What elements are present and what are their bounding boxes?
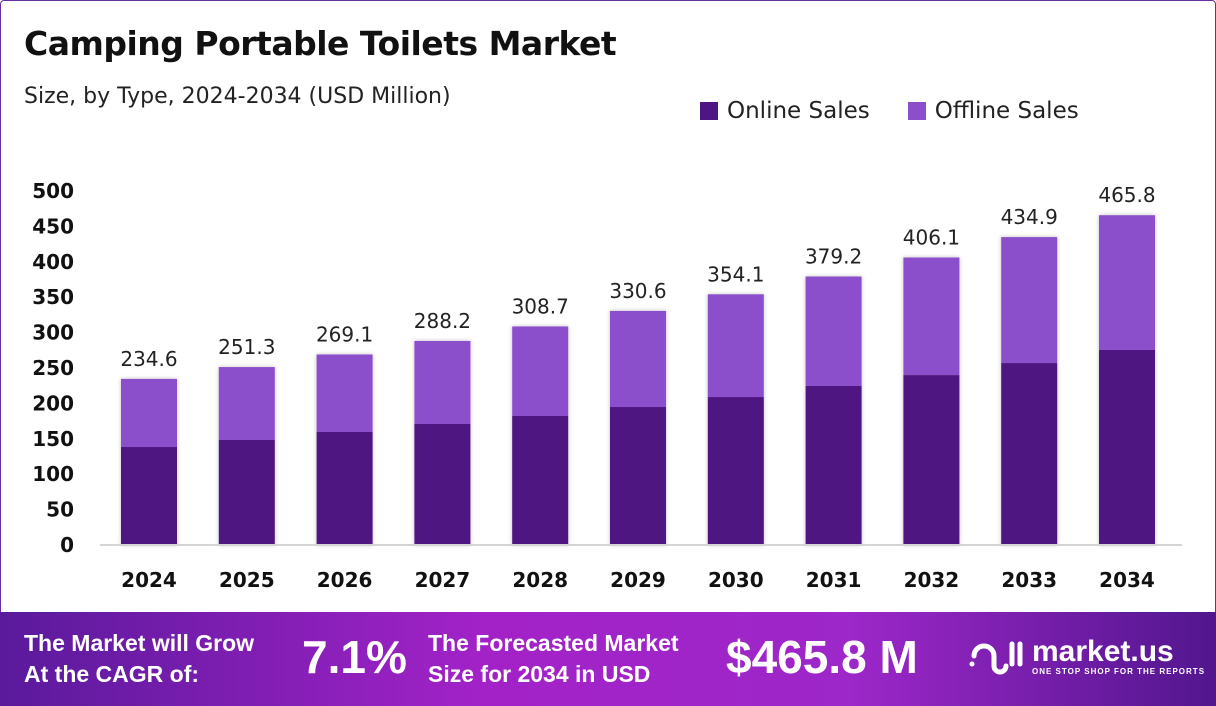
bar-group-2028 <box>512 326 569 545</box>
total-label: 234.6 <box>120 347 177 371</box>
total-label: 330.6 <box>609 279 666 303</box>
bar-offline-2029 <box>610 310 666 408</box>
bar-group-2027 <box>414 340 471 545</box>
y-tick-label: 400 <box>32 250 74 274</box>
bar-offline-2026 <box>316 354 373 433</box>
bar-chart: 0 50 100 150 200 250 300 350 400 450 500 234.6 251.… <box>32 179 1182 592</box>
logo-icon <box>969 641 1023 675</box>
x-tick-label: 2024 <box>121 568 177 592</box>
total-label: 379.2 <box>805 245 862 269</box>
legend-item-online: Online Sales <box>700 98 870 124</box>
chart-subtitle: Size, by Type, 2024-2034 (USD Million) <box>24 84 451 109</box>
forecast-label-line-2: Size for 2034 in USD <box>428 661 651 687</box>
bar-online-2034 <box>1099 350 1155 545</box>
bar-group-2033 <box>1001 237 1058 545</box>
bar-group-2034 <box>1099 215 1155 545</box>
legend-swatch-offline <box>907 102 926 120</box>
cagr-value: 7.1% <box>302 631 407 683</box>
forecast-label-line-1: The Forecasted Market <box>428 630 679 656</box>
bar-offline-2027 <box>414 340 471 425</box>
x-tick-label: 2028 <box>512 568 568 592</box>
forecast-label: The Forecasted Market Size for 2034 in U… <box>428 628 679 690</box>
market-us-logo: market.us ONE STOP SHOP FOR THE REPORTS <box>968 634 1205 678</box>
bar-offline-2024 <box>121 378 177 448</box>
x-tick-label: 2033 <box>1001 568 1057 592</box>
x-tick-label: 2030 <box>708 568 764 592</box>
bar-group-2029 <box>610 310 666 545</box>
bar-online-2030 <box>707 397 764 545</box>
bar-offline-2034 <box>1099 215 1155 351</box>
legend-swatch-online <box>700 102 718 120</box>
y-tick-label: 200 <box>32 391 74 415</box>
bar-offline-2025 <box>218 367 275 441</box>
total-label: 354.1 <box>707 262 764 286</box>
y-tick-label: 100 <box>32 462 74 486</box>
y-tick-label: 0 <box>60 533 74 557</box>
cagr-label: The Market will Grow At the CAGR of: <box>24 628 254 690</box>
chart-title: Camping Portable Toilets Market <box>24 24 617 63</box>
bar-group-2025 <box>218 367 275 545</box>
cagr-label-line-2: At the CAGR of: <box>24 661 200 687</box>
y-tick-label: 500 <box>32 179 74 203</box>
bar-online-2024 <box>121 447 177 545</box>
bar-online-2032 <box>903 375 960 545</box>
bar-group-2026 <box>316 354 373 545</box>
y-tick-label: 300 <box>32 321 74 345</box>
logo-tagline: ONE STOP SHOP FOR THE REPORTS <box>1032 666 1206 676</box>
bar-group-2031 <box>805 276 862 545</box>
x-tick-label: 2034 <box>1099 568 1155 592</box>
y-tick-label: 150 <box>32 427 74 451</box>
bar-group-2032 <box>903 257 960 545</box>
bar-offline-2033 <box>1001 237 1058 364</box>
legend-label: Online Sales <box>727 98 870 124</box>
bar-online-2031 <box>805 385 862 545</box>
total-label: 251.3 <box>218 335 275 359</box>
legend-label: Offline Sales <box>934 98 1079 124</box>
bar-offline-2028 <box>512 326 569 417</box>
total-label: 465.8 <box>1098 183 1155 207</box>
logo-name: market.us <box>1032 634 1174 668</box>
bar-offline-2032 <box>903 257 960 376</box>
x-tick-label: 2032 <box>904 568 960 592</box>
total-label: 269.1 <box>316 322 373 346</box>
cagr-label-line-1: The Market will Grow <box>24 630 255 656</box>
bar-online-2033 <box>1001 363 1058 545</box>
bar-online-2025 <box>218 440 275 545</box>
bar-online-2027 <box>414 424 471 545</box>
total-label: 308.7 <box>512 294 569 318</box>
total-label: 434.9 <box>1001 205 1058 229</box>
x-tick-label: 2026 <box>317 568 373 592</box>
legend-item-offline: Offline Sales <box>907 98 1079 124</box>
x-tick-label: 2025 <box>219 568 275 592</box>
bar-online-2028 <box>512 416 569 545</box>
bar-online-2029 <box>610 407 666 545</box>
y-tick-label: 250 <box>32 356 74 380</box>
legend: Online Sales Offline Sales <box>700 98 1079 124</box>
x-tick-label: 2029 <box>610 568 666 592</box>
x-tick-label: 2027 <box>415 568 471 592</box>
bar-offline-2030 <box>707 294 764 398</box>
bar-group-2024 <box>121 378 177 545</box>
bar-group-2030 <box>707 294 764 545</box>
bar-online-2026 <box>316 432 373 545</box>
y-tick-label: 450 <box>32 214 74 238</box>
total-label: 406.1 <box>903 225 960 249</box>
bar-offline-2031 <box>805 276 862 386</box>
y-tick-label: 50 <box>46 498 74 522</box>
y-tick-label: 350 <box>32 285 74 309</box>
x-tick-label: 2031 <box>806 568 862 592</box>
footer-banner: The Market will Grow At the CAGR of: 7.1… <box>0 612 1216 706</box>
total-label: 288.2 <box>414 309 471 333</box>
forecast-value: $465.8 M <box>726 631 918 683</box>
